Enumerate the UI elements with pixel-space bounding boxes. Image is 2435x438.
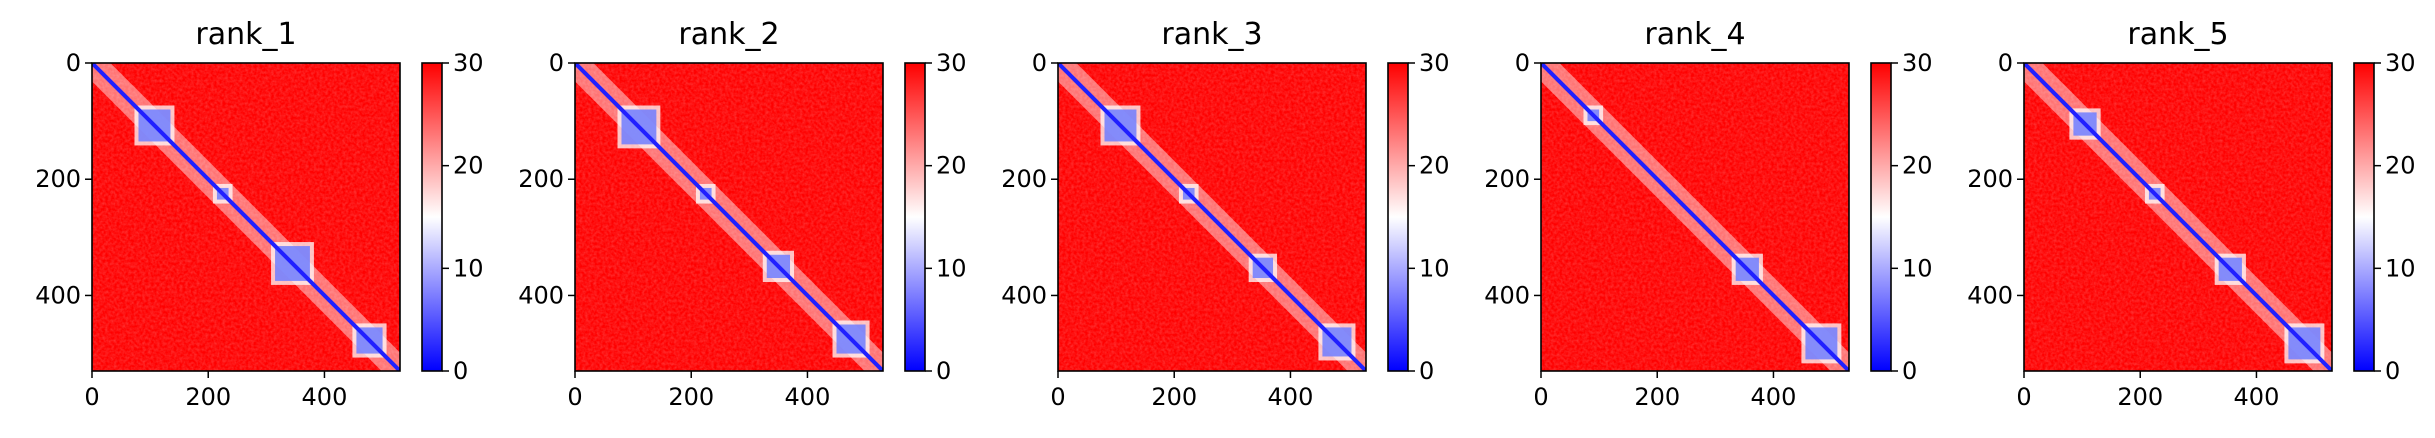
colorbar bbox=[422, 63, 442, 371]
colorbar-tick-label: 20 bbox=[1902, 152, 1933, 180]
panel-title: rank_3 bbox=[1161, 17, 1262, 52]
y-tick-label: 400 bbox=[35, 281, 81, 309]
x-tick-label: 400 bbox=[302, 383, 348, 411]
colorbar-tick-label: 0 bbox=[453, 357, 468, 385]
colorbar-tick-label: 10 bbox=[1419, 254, 1450, 282]
colorbar-tick-label: 30 bbox=[1902, 49, 1933, 77]
y-tick-label: 200 bbox=[1484, 165, 1530, 193]
panel-title: rank_5 bbox=[2127, 17, 2228, 52]
heatmap-image bbox=[575, 63, 883, 371]
plot-frame bbox=[1057, 62, 1367, 372]
x-tick-label: 0 bbox=[567, 383, 582, 411]
diagonal-line bbox=[1541, 63, 1849, 371]
diagonal-line bbox=[575, 63, 883, 371]
x-tick-label: 200 bbox=[668, 383, 714, 411]
diagonal-line bbox=[1058, 63, 1366, 371]
colorbar-tick-label: 20 bbox=[453, 152, 484, 180]
colorbar bbox=[1871, 63, 1891, 371]
colorbar-tick-label: 0 bbox=[2385, 357, 2400, 385]
x-tick-label: 400 bbox=[2234, 383, 2280, 411]
colorbar-tick-label: 30 bbox=[2385, 49, 2416, 77]
y-tick-label: 400 bbox=[518, 281, 564, 309]
colorbar bbox=[905, 63, 925, 371]
y-tick-label: 0 bbox=[1032, 49, 1047, 77]
heatmap-image bbox=[2024, 63, 2332, 371]
y-tick-label: 0 bbox=[1515, 49, 1530, 77]
colorbar-tick-label: 30 bbox=[453, 49, 484, 77]
panel-title: rank_4 bbox=[1644, 17, 1745, 52]
colorbar bbox=[2354, 63, 2374, 371]
y-tick-label: 400 bbox=[1001, 281, 1047, 309]
y-tick-label: 0 bbox=[1998, 49, 2013, 77]
x-tick-label: 0 bbox=[2016, 383, 2031, 411]
heatmap-panel-1: rank_1 0 200 400 0 200 400 0 10 20 30 bbox=[35, 17, 483, 411]
colorbar bbox=[1388, 63, 1408, 371]
colorbar-tick-label: 10 bbox=[1902, 254, 1933, 282]
colorbar-tick-label: 30 bbox=[936, 49, 967, 77]
x-tick-label: 200 bbox=[185, 383, 231, 411]
panel-title: rank_1 bbox=[195, 17, 296, 52]
y-tick-label: 200 bbox=[1001, 165, 1047, 193]
colorbar-tick-label: 20 bbox=[936, 152, 967, 180]
heatmap-panel-5: rank_5 0 200 400 0 200 400 0 10 20 30 bbox=[1967, 17, 2415, 411]
colorbar-frame bbox=[421, 62, 443, 372]
plot-frame bbox=[574, 62, 884, 372]
heatmap-image bbox=[1058, 63, 1366, 371]
y-tick-label: 200 bbox=[1967, 165, 2013, 193]
x-tick-label: 400 bbox=[785, 383, 831, 411]
heatmap-panel-4: rank_4 0 200 400 0 200 400 0 10 20 30 bbox=[1484, 17, 1932, 411]
x-tick-label: 0 bbox=[1050, 383, 1065, 411]
plot-frame bbox=[91, 62, 401, 372]
colorbar-tick-label: 0 bbox=[1902, 357, 1917, 385]
colorbar-frame bbox=[1387, 62, 1409, 372]
heatmap-image bbox=[92, 63, 400, 371]
x-tick-label: 200 bbox=[1151, 383, 1197, 411]
colorbar-frame bbox=[904, 62, 926, 372]
colorbar-tick-label: 20 bbox=[2385, 152, 2416, 180]
colorbar-tick-label: 0 bbox=[936, 357, 951, 385]
heatmap-image bbox=[1541, 63, 1849, 371]
colorbar-tick-label: 0 bbox=[1419, 357, 1434, 385]
heatmap-panel-2: rank_2 0 200 400 0 200 400 0 10 20 30 bbox=[518, 17, 966, 411]
x-tick-label: 400 bbox=[1268, 383, 1314, 411]
y-tick-label: 0 bbox=[549, 49, 564, 77]
x-tick-label: 200 bbox=[1634, 383, 1680, 411]
y-tick-label: 400 bbox=[1967, 281, 2013, 309]
x-tick-label: 200 bbox=[2117, 383, 2163, 411]
plot-frame bbox=[2023, 62, 2333, 372]
colorbar-tick-label: 10 bbox=[936, 254, 967, 282]
y-tick-label: 400 bbox=[1484, 281, 1530, 309]
diagonal-line bbox=[92, 63, 400, 371]
colorbar-tick-label: 30 bbox=[1419, 49, 1450, 77]
y-tick-label: 200 bbox=[518, 165, 564, 193]
colorbar-tick-label: 20 bbox=[1419, 152, 1450, 180]
colorbar-frame bbox=[1870, 62, 1892, 372]
x-tick-label: 0 bbox=[1533, 383, 1548, 411]
heatmap-panel-3: rank_3 0 200 400 0 200 400 0 10 20 30 bbox=[1001, 17, 1449, 411]
colorbar-tick-label: 10 bbox=[2385, 254, 2416, 282]
diagonal-line bbox=[2024, 63, 2332, 371]
y-tick-label: 0 bbox=[66, 49, 81, 77]
x-tick-label: 0 bbox=[84, 383, 99, 411]
plot-frame bbox=[1540, 62, 1850, 372]
colorbar-tick-label: 10 bbox=[453, 254, 484, 282]
panel-title: rank_2 bbox=[678, 17, 779, 52]
x-tick-label: 400 bbox=[1751, 383, 1797, 411]
y-tick-label: 200 bbox=[35, 165, 81, 193]
colorbar-frame bbox=[2353, 62, 2375, 372]
